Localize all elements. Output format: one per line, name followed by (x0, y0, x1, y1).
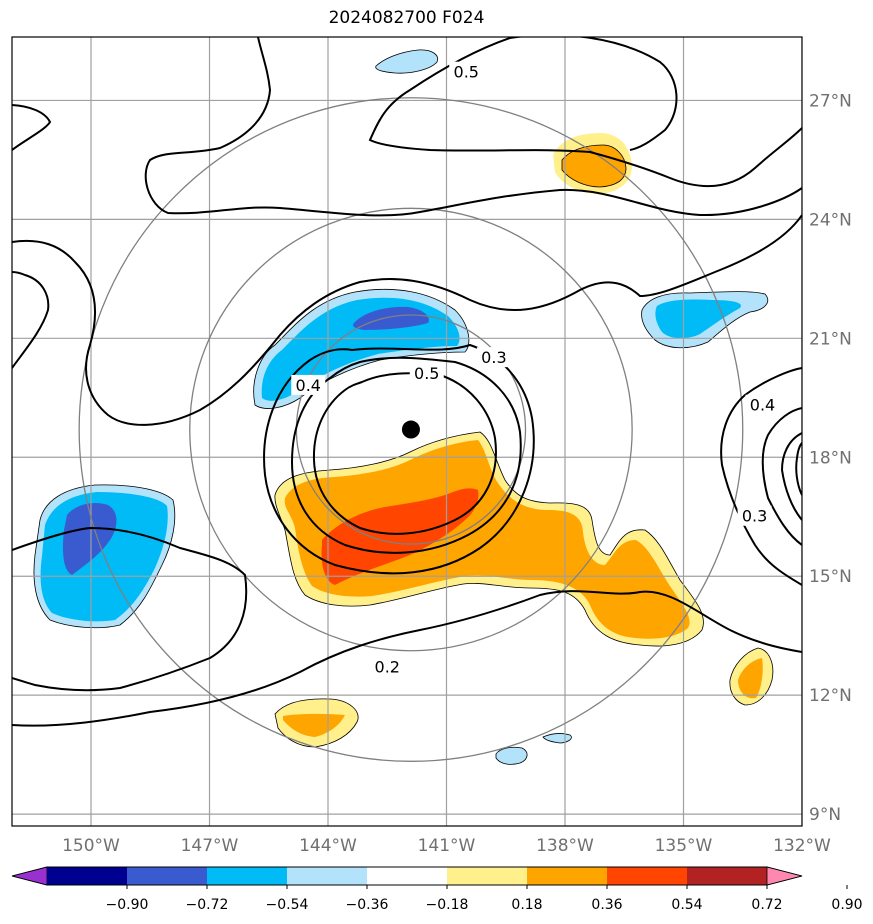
longitude-tick-label: 141°W (418, 836, 476, 856)
longitude-tick-label: 135°W (655, 836, 713, 856)
contour-label: 0.3 (481, 348, 506, 367)
contour-label: 0.2 (375, 657, 400, 676)
contour-label-background (449, 61, 484, 82)
colorbar-tick-label: 0.54 (671, 897, 702, 913)
contour-line (12, 104, 52, 151)
colorbar-tick-label: 0.90 (831, 897, 862, 913)
longitude-tick-labels: 150°W 147°W 144°W 141°W 138°W 135°W 132°W (62, 836, 831, 856)
colorbar-tick-label: −0.90 (106, 897, 149, 913)
negative-anomaly-area (353, 306, 429, 330)
negative-anomaly-area (62, 503, 117, 575)
contour-labels: 0.5 0.3 0.5 0.4 0.4 0.3 0.2 (291, 61, 780, 677)
storm-center-marker (401, 420, 420, 439)
contour-line (12, 526, 248, 692)
colorbar-segment (607, 867, 688, 885)
contour-label: 0.5 (454, 63, 479, 82)
contour-line (12, 590, 802, 727)
contour-line (780, 432, 802, 521)
contour-line (368, 37, 802, 187)
contour-label: 0.4 (750, 396, 775, 415)
positive-anomaly-area (283, 713, 345, 737)
contour-label-background (737, 505, 772, 526)
colorbar: −0.90 −0.72 −0.54 −0.36 −0.18 0.18 0.36 0.54 0.7… (11, 866, 863, 913)
colorbar-tick-label: −0.72 (186, 897, 229, 913)
latitude-tick-label: 24°N (809, 210, 852, 230)
colorbar-segment (367, 867, 448, 885)
range-ring (189, 207, 633, 652)
colorbar-extend-max (766, 866, 803, 886)
contour-line (312, 372, 497, 535)
latitude-tick-label: 18°N (809, 448, 852, 468)
colorbar-segment (287, 867, 368, 885)
colorbar-segment (527, 867, 608, 885)
contour-line (263, 343, 535, 575)
contour-line (144, 37, 802, 217)
colorbar-segment (207, 867, 288, 885)
colorbar-tick-label: −0.18 (426, 897, 469, 913)
contour-label: 0.3 (742, 507, 767, 526)
contour-label-background (370, 656, 405, 677)
longitude-tick-label: 138°W (536, 836, 594, 856)
colorbar-extend-min (11, 866, 48, 886)
positive-anomaly-area (321, 488, 479, 585)
colorbar-segment (687, 867, 768, 885)
map-grid (12, 37, 802, 826)
contour-lines (12, 37, 802, 727)
contour-line (290, 356, 522, 554)
latitude-tick-labels: 9°N 12°N 15°N 18°N 21°N 24°N 27°N (809, 91, 852, 825)
contour-line (795, 442, 802, 496)
colorbar-segment (47, 867, 128, 885)
negative-anomaly-area (495, 746, 528, 765)
contour-label-background (409, 363, 444, 384)
longitude-tick-label: 132°W (773, 836, 831, 856)
latitude-tick-label: 27°N (809, 91, 852, 111)
contour-label: 0.5 (414, 364, 439, 383)
contour-line (720, 367, 802, 586)
contour-line (12, 214, 802, 426)
contour-label: 0.4 (296, 376, 321, 395)
contour-label-background (745, 394, 780, 415)
colorbar-segment (127, 867, 208, 885)
map-frame (11, 36, 803, 827)
negative-anomaly-area (375, 49, 439, 74)
latitude-tick-label: 12°N (809, 686, 852, 706)
negative-anomaly-area (542, 733, 572, 744)
range-ring (78, 97, 744, 762)
colorbar-tick-label: 0.18 (511, 897, 542, 913)
latitude-tick-label: 15°N (809, 567, 852, 587)
longitude-tick-label: 147°W (181, 836, 239, 856)
positive-anomaly-area (284, 440, 690, 639)
contour-line (761, 407, 802, 546)
positive-anomaly-area (738, 658, 763, 699)
longitude-tick-label: 150°W (62, 836, 120, 856)
latitude-tick-label: 21°N (809, 329, 852, 349)
colorbar-tick-label: 0.72 (751, 897, 782, 913)
chart-title: 2024082700 F024 (328, 8, 485, 28)
colorbar-segment (447, 867, 528, 885)
contour-label-background (476, 347, 511, 368)
contour-line (12, 271, 50, 369)
colorbar-outline (11, 866, 803, 886)
latitude-tick-label: 9°N (809, 805, 841, 825)
contour-label-background (291, 374, 326, 395)
colorbar-tick-label: 0.36 (591, 897, 622, 913)
positive-anomaly-area (561, 144, 627, 188)
longitude-tick-label: 144°W (299, 836, 357, 856)
colorbar-tick-label: −0.36 (346, 897, 389, 913)
colorbar-tick-label: −0.54 (266, 897, 309, 913)
